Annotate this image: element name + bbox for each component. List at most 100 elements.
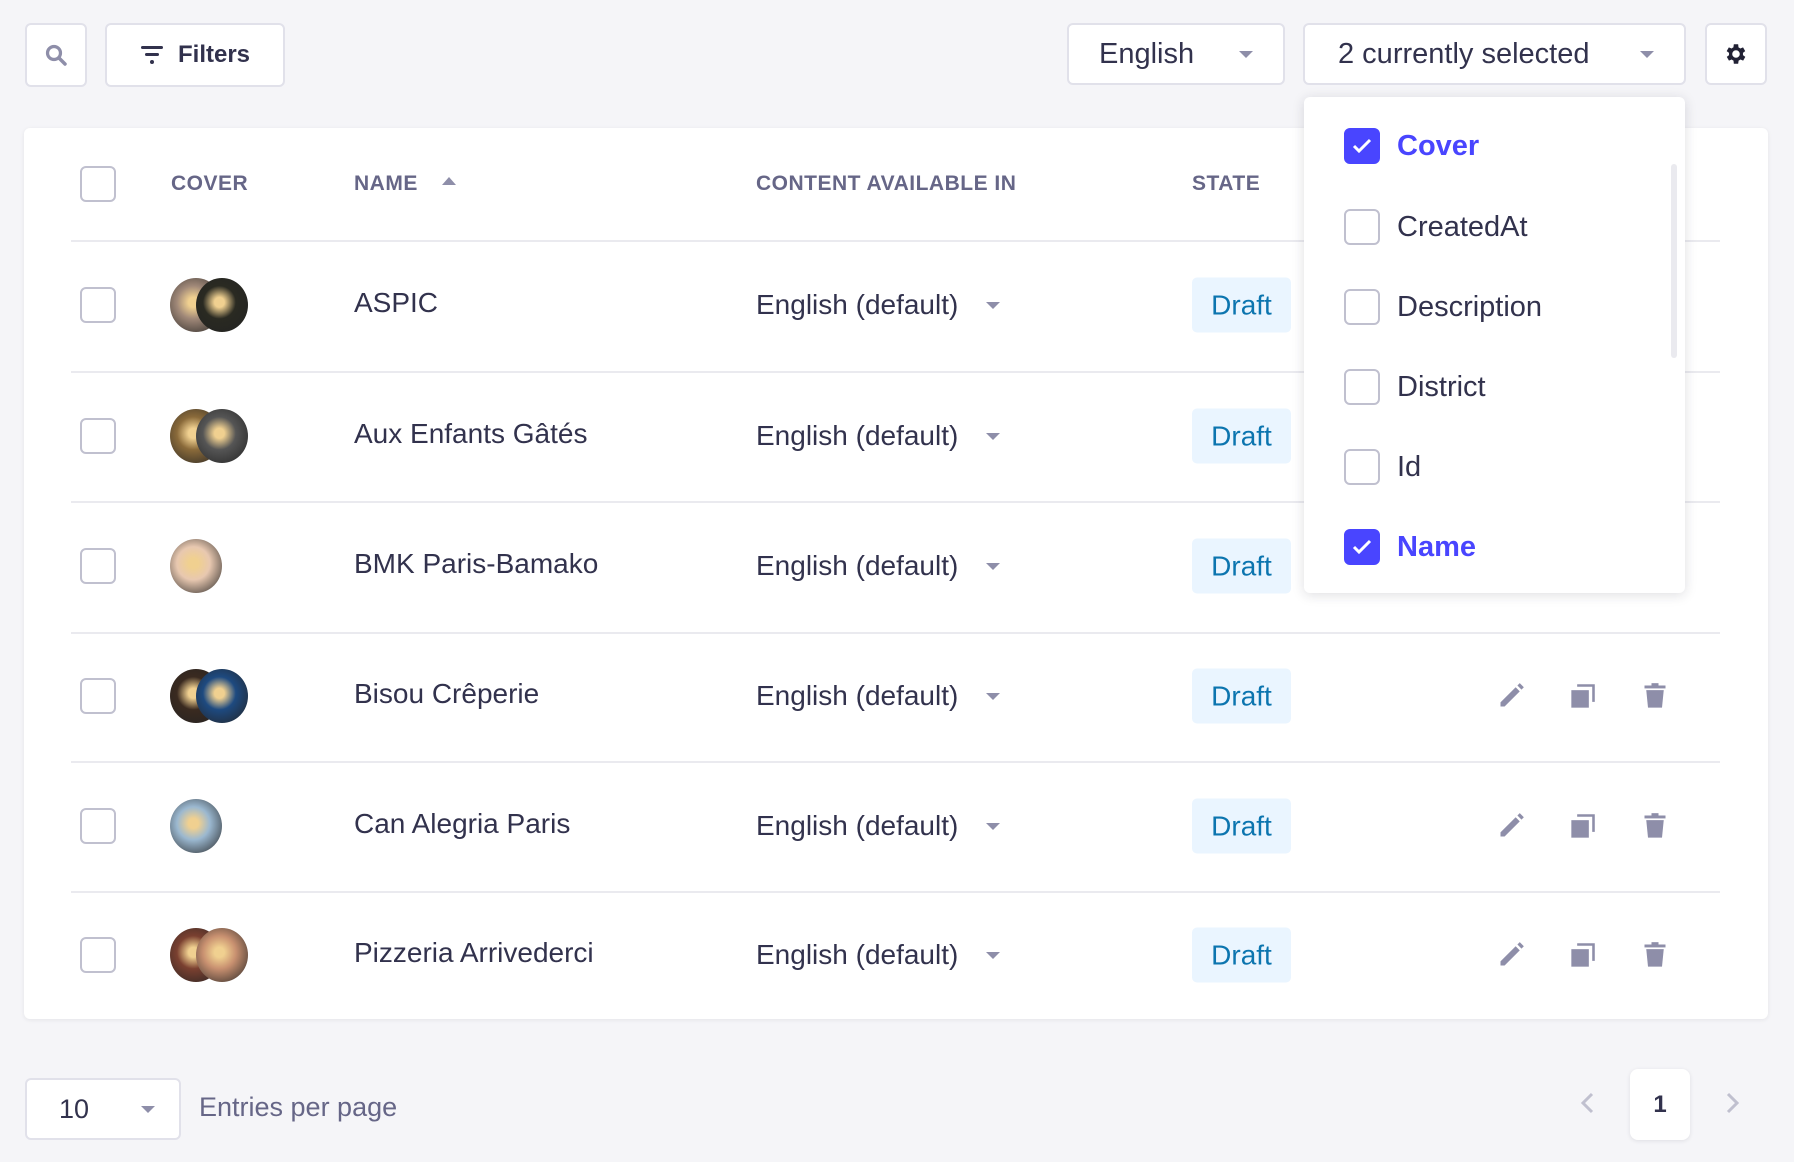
- chevron-down-icon: [986, 692, 1001, 700]
- per-page-value: 10: [59, 1093, 90, 1124]
- search-button[interactable]: [25, 23, 87, 87]
- checkmark-icon: [1352, 539, 1372, 555]
- filters-label: Filters: [177, 41, 251, 68]
- sort-ascending-icon: [441, 177, 456, 185]
- checkbox[interactable]: [1344, 449, 1380, 485]
- page-button-1[interactable]: 1: [1630, 1069, 1690, 1140]
- column-option[interactable]: District: [1344, 369, 1486, 405]
- column-option[interactable]: Name: [1344, 529, 1476, 565]
- column-option[interactable]: Description: [1344, 289, 1542, 325]
- column-option[interactable]: Id: [1344, 449, 1421, 485]
- page-number: 1: [1653, 1090, 1667, 1118]
- row-name[interactable]: BMK Paris-Bamako: [354, 548, 599, 579]
- status-badge: Draft: [1192, 668, 1291, 724]
- checkbox[interactable]: [1344, 209, 1380, 245]
- settings-button[interactable]: [1705, 23, 1767, 85]
- row-content: English (default): [756, 810, 959, 841]
- row-name[interactable]: Can Alegria Paris: [354, 808, 571, 839]
- duplicate-icon[interactable]: [1569, 682, 1597, 710]
- column-header-state[interactable]: STATE: [1192, 172, 1261, 195]
- checkbox-checked[interactable]: [1344, 529, 1380, 565]
- row-content: English (default): [756, 680, 959, 711]
- select-all-checkbox[interactable]: [80, 166, 116, 202]
- cover-thumbnails: [170, 799, 250, 853]
- trash-icon[interactable]: [1641, 812, 1669, 840]
- pencil-icon[interactable]: [1497, 812, 1525, 840]
- row-name[interactable]: Pizzeria Arrivederci: [354, 937, 594, 968]
- row-locale-select[interactable]: English (default): [756, 810, 1001, 842]
- chevron-down-icon: [141, 1105, 155, 1113]
- column-option-label: CreatedAt: [1397, 210, 1528, 243]
- column-header-content[interactable]: CONTENT AVAILABLE IN: [756, 172, 1017, 195]
- duplicate-icon[interactable]: [1569, 941, 1597, 969]
- checkbox[interactable]: [1344, 289, 1380, 325]
- cover-thumbnails: [170, 669, 250, 723]
- search-icon: [45, 44, 67, 66]
- chevron-down-icon: [986, 301, 1001, 309]
- row-name[interactable]: ASPIC: [354, 287, 439, 318]
- cover-image: [196, 669, 248, 723]
- status-badge: Draft: [1192, 798, 1291, 854]
- cover-image: [170, 799, 222, 853]
- cover-thumbnails: [170, 928, 250, 982]
- row-locale-select[interactable]: English (default): [756, 420, 1001, 452]
- row-divider: [71, 240, 1720, 242]
- columns-selected-value: 2 currently selected: [1338, 37, 1590, 70]
- locale-select[interactable]: English: [1067, 23, 1285, 85]
- checkmark-icon: [1352, 138, 1372, 154]
- row-content: English (default): [756, 550, 959, 581]
- duplicate-icon[interactable]: [1569, 812, 1597, 840]
- next-page-icon[interactable]: [1722, 1091, 1742, 1115]
- column-option-label: Name: [1397, 530, 1476, 563]
- column-option-label: Cover: [1397, 129, 1480, 162]
- cover-image: [196, 409, 248, 463]
- trash-icon[interactable]: [1641, 682, 1669, 710]
- chevron-down-icon: [986, 432, 1001, 440]
- pencil-icon[interactable]: [1497, 941, 1525, 969]
- per-page-label: Entries per page: [199, 1092, 398, 1122]
- trash-icon[interactable]: [1641, 941, 1669, 969]
- previous-page-icon[interactable]: [1578, 1091, 1598, 1115]
- filter-icon: [140, 46, 163, 64]
- per-page-select[interactable]: 10: [25, 1078, 181, 1140]
- column-option-label: District: [1397, 370, 1486, 403]
- chevron-down-icon: [986, 951, 1001, 959]
- row-checkbox[interactable]: [80, 418, 116, 454]
- row-checkbox[interactable]: [80, 548, 116, 584]
- column-header-name[interactable]: NAME: [354, 172, 456, 196]
- cover-thumbnails: [170, 278, 250, 332]
- row-locale-select[interactable]: English (default): [756, 289, 1001, 321]
- chevron-down-icon: [986, 562, 1001, 570]
- column-header-cover[interactable]: COVER: [171, 172, 249, 195]
- row-divider: [71, 371, 1720, 373]
- row-divider: [71, 501, 1720, 503]
- row-content: English (default): [756, 289, 959, 320]
- column-option[interactable]: CreatedAt: [1344, 209, 1528, 245]
- row-checkbox[interactable]: [80, 287, 116, 323]
- status-badge: Draft: [1192, 408, 1291, 464]
- row-checkbox[interactable]: [80, 937, 116, 973]
- row-content: English (default): [756, 939, 959, 970]
- status-badge: Draft: [1192, 927, 1291, 983]
- column-option[interactable]: Cover: [1344, 128, 1479, 164]
- gear-icon: [1726, 44, 1746, 64]
- dropdown-scrollbar[interactable]: [1671, 164, 1677, 358]
- row-name[interactable]: Aux Enfants Gâtés: [354, 418, 588, 449]
- cover-thumbnails: [170, 539, 250, 593]
- row-checkbox[interactable]: [80, 808, 116, 844]
- row-checkbox[interactable]: [80, 678, 116, 714]
- chevron-down-icon: [1239, 50, 1253, 58]
- checkbox-checked[interactable]: [1344, 128, 1380, 164]
- columns-select[interactable]: 2 currently selected: [1303, 23, 1686, 85]
- row-name[interactable]: Bisou Crêperie: [354, 678, 540, 709]
- pencil-icon[interactable]: [1497, 682, 1525, 710]
- columns-dropdown: Cover CreatedAt Description District Id Name: [1304, 97, 1685, 593]
- checkbox[interactable]: [1344, 369, 1380, 405]
- row-locale-select[interactable]: English (default): [756, 939, 1001, 971]
- column-option-label: Id: [1397, 450, 1422, 483]
- locale-value: English: [1099, 37, 1195, 70]
- row-locale-select[interactable]: English (default): [756, 680, 1001, 712]
- row-locale-select[interactable]: English (default): [756, 550, 1001, 582]
- filters-button[interactable]: Filters: [105, 23, 285, 87]
- row-divider: [71, 761, 1720, 763]
